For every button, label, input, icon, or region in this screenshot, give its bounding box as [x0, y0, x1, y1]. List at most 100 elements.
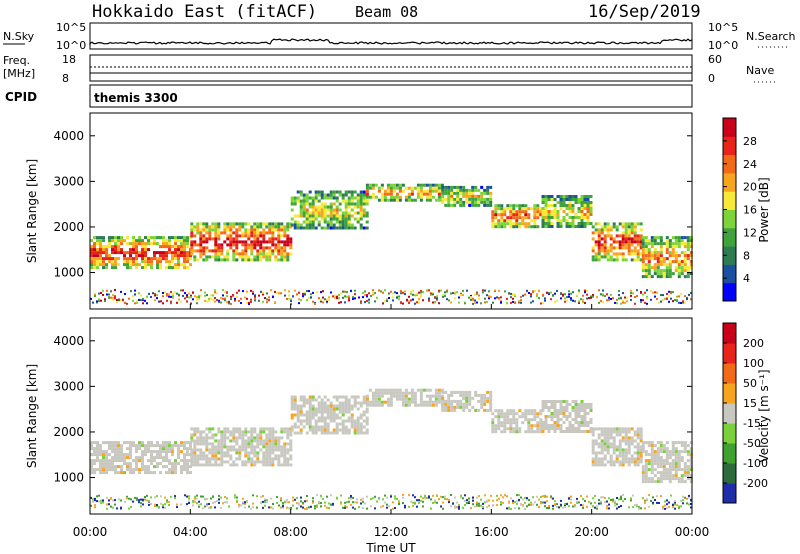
heatmap-cell [256, 225, 260, 229]
heatmap-cell [147, 468, 150, 472]
heatmap-cell [680, 444, 684, 448]
heatmap-cell [639, 252, 643, 256]
heatmap-cell [306, 499, 308, 502]
heatmap-cell [153, 251, 156, 255]
heatmap-cell [135, 450, 138, 454]
heatmap-cell [483, 197, 487, 201]
heatmap-cell [553, 424, 557, 427]
heatmap-cell [196, 298, 198, 301]
heatmap-cell [286, 499, 288, 502]
heatmap-cell [368, 400, 372, 404]
heatmap-cell [208, 249, 212, 253]
heatmap-cell [293, 398, 297, 402]
heatmap-cell [603, 249, 607, 253]
heatmap-cell [288, 290, 290, 293]
heatmap-cell [532, 503, 534, 506]
heatmap-cell [633, 225, 637, 229]
heatmap-cell [96, 263, 99, 267]
heatmap-cell [114, 444, 117, 448]
heatmap-cell [244, 506, 246, 509]
heatmap-cell [690, 503, 692, 505]
heatmap-cell [294, 498, 296, 501]
heatmap-cell [621, 234, 625, 238]
heatmap-cell [199, 246, 203, 250]
heatmap-cell [177, 444, 180, 448]
heatmap-cell [653, 459, 657, 463]
heatmap-cell [653, 257, 657, 261]
heatmap-cell [90, 462, 93, 466]
heatmap-cell [653, 480, 657, 484]
heatmap-cell [618, 448, 622, 452]
heatmap-cell [536, 495, 538, 498]
heatmap-cell [341, 413, 345, 417]
heatmap-cell [296, 199, 300, 203]
heatmap-cell [100, 502, 102, 505]
heatmap-cell [665, 239, 669, 243]
heatmap-cell [553, 204, 557, 207]
heatmap-cell [238, 234, 242, 238]
heatmap-cell [604, 295, 606, 298]
heatmap-cell [190, 231, 194, 235]
heatmap-cell [312, 291, 314, 294]
heatmap-cell [228, 505, 230, 508]
heatmap-cell [247, 439, 251, 443]
heatmap-cell [329, 416, 333, 420]
heatmap-cell [646, 295, 648, 298]
heatmap-cell [683, 441, 687, 445]
heatmap-cell [168, 248, 171, 252]
heatmap-cell [624, 448, 628, 452]
heatmap-cell [459, 393, 463, 397]
heatmap-cell [627, 243, 631, 247]
heatmap-cell [588, 500, 590, 503]
heatmap-cell [247, 246, 251, 250]
heatmap-cell [294, 289, 296, 292]
heatmap-cell [639, 451, 643, 455]
heatmap-cell [583, 195, 587, 198]
heatmap-cell [528, 499, 530, 501]
heatmap-cell [105, 266, 108, 270]
heatmap-cell [468, 296, 470, 299]
heatmap-cell [474, 197, 478, 201]
heatmap-cell [218, 300, 220, 303]
heatmap-cell [647, 263, 651, 267]
heatmap-cell [665, 257, 669, 261]
heatmap-cell [166, 500, 168, 503]
heatmap-cell [491, 424, 495, 428]
heatmap-cell [94, 293, 96, 296]
heatmap-cell [526, 497, 528, 500]
heatmap-cell [621, 454, 625, 458]
heatmap-cell [600, 255, 604, 259]
heatmap-cell [639, 460, 643, 464]
heatmap-cell [428, 186, 432, 190]
heatmap-cell [128, 297, 130, 300]
heatmap-cell [418, 501, 420, 504]
heatmap-cell [491, 225, 495, 229]
heatmap-cell [516, 500, 518, 503]
freq-tick-bottom: 8 [62, 72, 69, 85]
heatmap-cell [199, 237, 203, 241]
heatmap-cell [606, 427, 610, 431]
heatmap-cell [644, 453, 648, 457]
heatmap-cell [256, 243, 260, 247]
heatmap-cell [425, 400, 429, 404]
heatmap-cell [556, 216, 560, 219]
heatmap-cell [612, 258, 616, 262]
heatmap-cell [314, 193, 318, 197]
heatmap-cell [94, 499, 96, 502]
heatmap-cell [248, 301, 250, 304]
heatmap-cell [335, 395, 339, 399]
heatmap-cell [214, 300, 216, 303]
heatmap-cell [568, 204, 572, 207]
heatmap-cell [276, 292, 278, 295]
heatmap-cell [156, 236, 159, 240]
heatmap-cell [530, 409, 534, 413]
heatmap-cell [568, 415, 572, 418]
heatmap-cell [162, 447, 165, 451]
heatmap-cell [659, 462, 663, 466]
heatmap-cell [494, 289, 496, 292]
heatmap-cell [176, 503, 178, 506]
heatmap-cell [144, 236, 147, 240]
heatmap-cell [677, 468, 681, 472]
heatmap-cell [102, 263, 105, 267]
heatmap-cell [603, 252, 607, 256]
